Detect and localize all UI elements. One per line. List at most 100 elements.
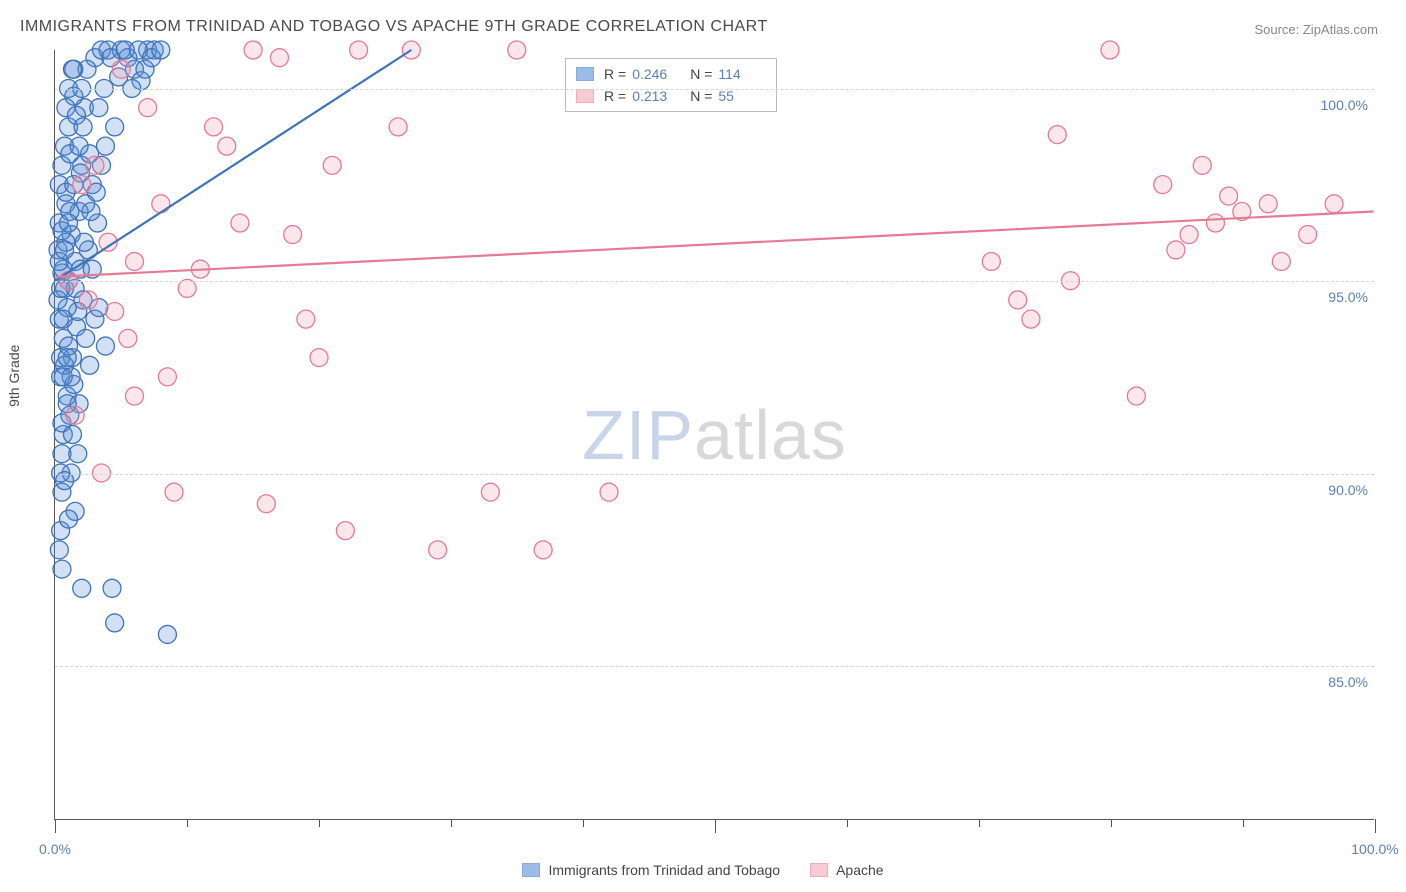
data-point [429,541,447,559]
data-point [73,176,91,194]
data-point [139,99,157,117]
x-tick-minor [979,819,980,827]
x-tick-minor [451,819,452,827]
data-point [158,625,176,643]
plot-area: ZIPatlas R =0.246N =114R =0.213N =55 85.… [54,50,1374,820]
data-point [54,368,72,386]
n-value: 114 [718,63,766,85]
data-point [218,137,236,155]
data-point [982,252,1000,270]
data-point [534,541,552,559]
data-point [125,387,143,405]
data-point [152,195,170,213]
data-point [103,579,121,597]
data-point [64,60,82,78]
data-point [297,310,315,328]
swatch-icon [576,89,594,103]
data-point [284,226,302,244]
data-point [205,118,223,136]
x-tick-minor [319,819,320,827]
data-point [125,252,143,270]
data-point [112,60,130,78]
stats-legend: R =0.246N =114R =0.213N =55 [565,58,777,112]
data-point [74,118,92,136]
source-prefix: Source: [1254,22,1302,37]
data-point [152,41,170,59]
x-tick-minor [583,819,584,827]
x-tick-minor [1111,819,1112,827]
source-link[interactable]: ZipAtlas.com [1303,22,1378,37]
data-point [1220,187,1238,205]
legend-item-series-b: Apache [810,862,883,878]
data-point [77,195,95,213]
data-point [323,156,341,174]
data-point [1022,310,1040,328]
data-point [244,41,262,59]
data-point [389,118,407,136]
x-tick-minor [187,819,188,827]
y-axis-label: 9th Grade [6,345,22,407]
data-point [119,329,137,347]
data-point [77,329,95,347]
data-point [1167,241,1185,259]
data-point [270,49,288,67]
chart-title: IMMIGRANTS FROM TRINIDAD AND TOBAGO VS A… [20,18,768,36]
legend-label-series-b: Apache [836,862,883,878]
r-value: 0.246 [632,63,680,85]
data-point [1048,126,1066,144]
swatch-series-a [522,863,540,877]
plot-svg [55,50,1374,819]
data-point [66,406,84,424]
y-tick-label: 95.0% [1318,289,1368,305]
x-tick-major [1375,819,1376,833]
y-tick-label: 100.0% [1318,97,1368,113]
r-label: R = [604,63,626,85]
data-point [90,99,108,117]
data-point [600,483,618,501]
x-tick-label: 100.0% [1351,841,1398,857]
data-point [1154,176,1172,194]
data-point [481,483,499,501]
data-point [106,118,124,136]
data-point [231,214,249,232]
data-point [310,349,328,367]
gridline-y [55,474,1374,475]
data-point [69,445,87,463]
data-point [1101,41,1119,59]
y-tick-label: 85.0% [1318,674,1368,690]
data-point [1009,291,1027,309]
stats-legend-row: R = 0.246 N = 114 [576,63,766,85]
data-point [54,310,72,328]
data-point [1272,252,1290,270]
legend-label-series-a: Immigrants from Trinidad and Tobago [548,862,780,878]
data-point [60,214,78,232]
gridline-y [55,281,1374,282]
x-tick-major [715,819,716,833]
x-tick-minor [1243,819,1244,827]
data-point [508,41,526,59]
data-point [64,426,82,444]
data-point [1259,195,1277,213]
data-point [58,349,76,367]
data-point [56,241,74,259]
data-point [165,483,183,501]
data-point [53,560,71,578]
data-point [1325,195,1343,213]
data-point [70,137,88,155]
data-point [158,368,176,386]
data-point [336,522,354,540]
x-tick-minor [847,819,848,827]
n-label: N = [690,63,712,85]
legend-item-series-a: Immigrants from Trinidad and Tobago [522,862,780,878]
data-point [60,510,78,528]
data-point [1180,226,1198,244]
x-tick-major [55,819,56,833]
data-point [106,614,124,632]
data-point [50,541,68,559]
data-point [81,356,99,374]
bottom-legend: Immigrants from Trinidad and Tobago Apac… [0,862,1406,878]
swatch-icon [576,67,594,81]
data-point [1206,214,1224,232]
data-point [86,156,104,174]
data-point [106,302,124,320]
